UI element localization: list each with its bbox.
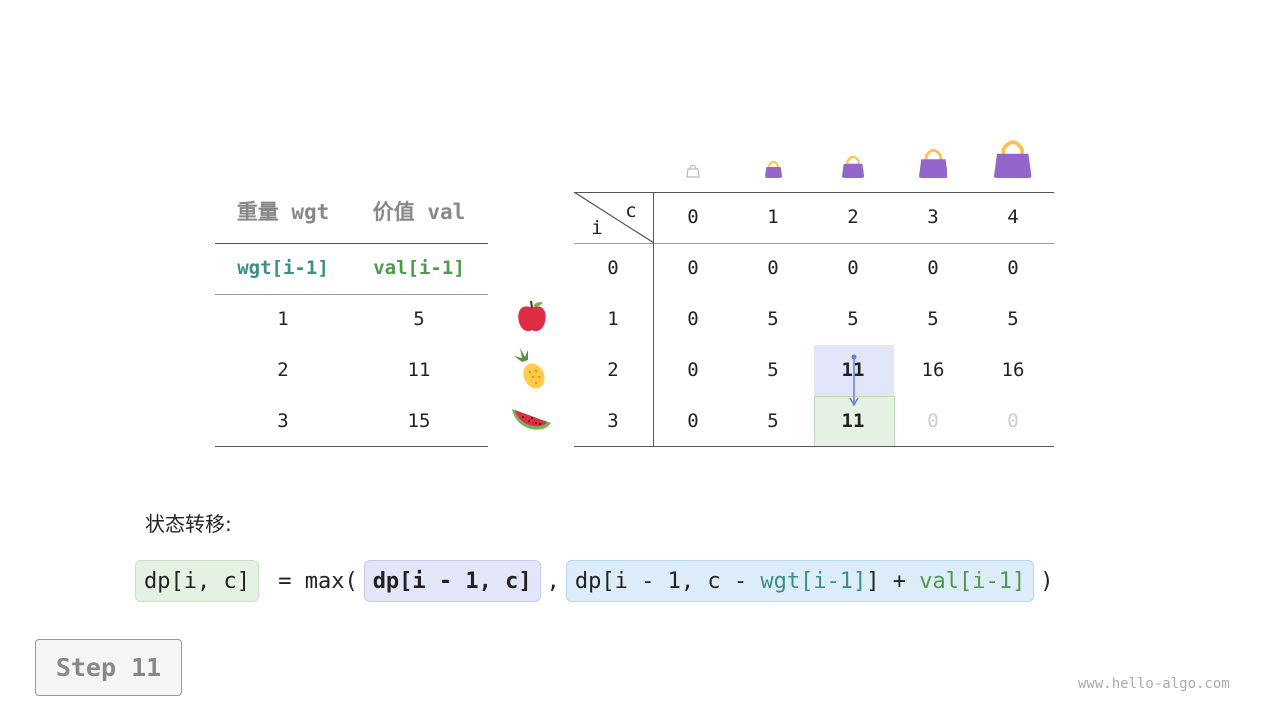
step-button[interactable]: Step 11: [35, 639, 182, 696]
watermark: www.hello-algo.com: [1078, 676, 1230, 692]
corner-i-label: i: [591, 217, 603, 239]
left-cell-wgt: 1: [277, 308, 289, 330]
row-header: 3: [607, 410, 619, 432]
arg2-wgt: wgt[i-1]: [760, 569, 867, 594]
header-value: 价值 val: [372, 200, 466, 224]
col-header: 0: [687, 206, 699, 228]
apple-icon: [518, 300, 546, 332]
bag-icon: [994, 140, 1032, 178]
row-header: 0: [607, 257, 619, 279]
row-header: 1: [607, 308, 619, 330]
dp-cell: 11: [841, 359, 865, 381]
dp-cell: 0: [687, 257, 699, 279]
dp-cell: 0: [1007, 257, 1019, 279]
dp-cell: 0: [767, 257, 779, 279]
col-header: 1: [767, 206, 779, 228]
transition-label: 状态转移:: [145, 512, 232, 536]
formula: dp[i, c] = max( dp[i - 1, c] , dp[i - 1,…: [135, 560, 1054, 602]
dp-cell: 16: [1001, 359, 1025, 381]
formula-comma: ,: [546, 568, 560, 594]
bag-icon: [918, 148, 948, 178]
dp-cell: 5: [847, 308, 859, 330]
dp-cell: 5: [927, 308, 939, 330]
dp-cell: 0: [847, 257, 859, 279]
formula-lhs: dp[i, c]: [135, 560, 259, 602]
col-header: 2: [847, 206, 859, 228]
formula-close: ): [1040, 568, 1054, 594]
corner-diagonal: [574, 192, 654, 244]
left-cell-val: 15: [407, 410, 431, 432]
formula-max: = max(: [264, 568, 358, 594]
dp-cell: 0: [687, 359, 699, 381]
left-cell-val: 11: [407, 359, 431, 381]
col-header: 4: [1007, 206, 1019, 228]
dp-cell: 0: [687, 308, 699, 330]
watermelon-icon: [512, 409, 551, 430]
dp-cell: 0: [927, 257, 939, 279]
subheader-wgt: wgt[i-1]: [237, 257, 329, 279]
dp-cell: 5: [1007, 308, 1019, 330]
dp-cell: 0: [687, 410, 699, 432]
col-header: 3: [927, 206, 939, 228]
left-cell-wgt: 3: [277, 410, 289, 432]
header-weight: 重量 wgt: [236, 200, 330, 224]
bag-icon: [764, 160, 782, 178]
dp-cell: 5: [767, 359, 779, 381]
row-header: 2: [607, 359, 619, 381]
dp-cell: 0: [1007, 410, 1019, 432]
pineapple-icon: [514, 348, 545, 389]
dp-cell: 5: [767, 410, 779, 432]
subheader-val: val[i-1]: [373, 257, 465, 279]
dp-cell: 0: [927, 410, 939, 432]
arg2-val: val[i-1]: [919, 569, 1026, 594]
formula-arg2: dp[i - 1, c - wgt[i-1]] + val[i-1]: [565, 560, 1035, 602]
dp-cell: 16: [921, 359, 945, 381]
arg2-plus: ] +: [866, 569, 920, 594]
arg2-dp: dp[i - 1, c -: [574, 569, 761, 594]
empty-bag-icon: [686, 164, 700, 178]
left-cell-val: 5: [413, 308, 425, 330]
formula-arg1: dp[i - 1, c]: [363, 560, 541, 602]
corner-c-label: c: [625, 200, 637, 222]
dp-cell: 5: [767, 308, 779, 330]
dp-cell: 11: [841, 410, 865, 432]
left-cell-wgt: 2: [277, 359, 289, 381]
transfer-arrow: [849, 354, 859, 407]
bag-icon: [841, 155, 865, 178]
